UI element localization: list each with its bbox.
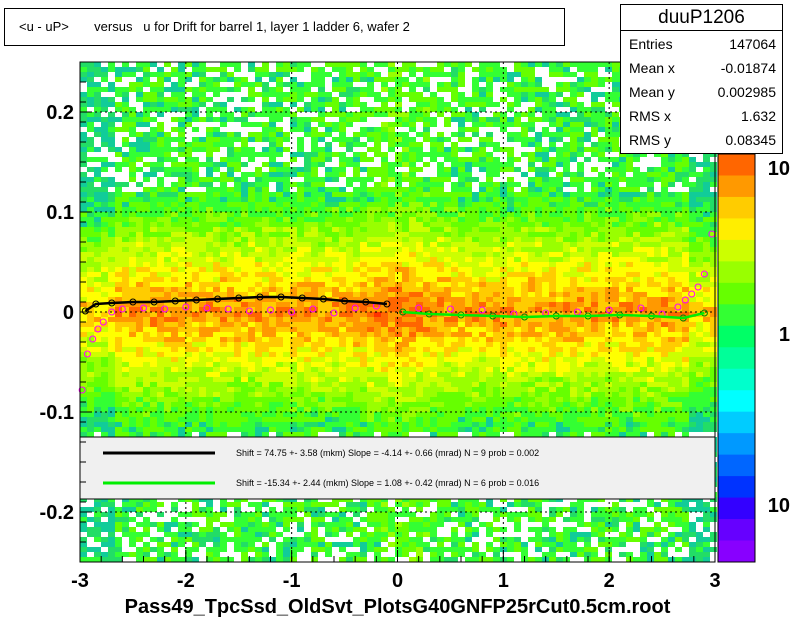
magenta-point (478, 306, 486, 314)
x-tick-label: 2 (604, 570, 615, 592)
magenta-point (118, 305, 126, 313)
colorbar-segment (718, 304, 755, 327)
stats-title: duuP1206 (621, 5, 782, 31)
magenta-point (309, 305, 317, 313)
x-tick-label: -1 (283, 570, 301, 592)
magenta-point (245, 307, 253, 315)
colorbar-label: 10 (768, 158, 790, 180)
colorbar-segment (718, 411, 755, 434)
magenta-point (83, 350, 91, 358)
colorbar-segment (718, 175, 755, 198)
magenta-point (94, 325, 102, 333)
x-tick-label: 3 (709, 570, 720, 592)
stats-row-rms-x: RMS x 1.632 (621, 105, 782, 129)
y-tick-label: 0.2 (46, 102, 74, 124)
stat-label: Mean x (629, 60, 675, 76)
magenta-point (288, 308, 296, 316)
legend-entry: Shift = -15.34 +- 2.44 (mkm) Slope = 1.0… (236, 478, 539, 488)
stat-value: 0.002985 (717, 84, 776, 100)
stat-label: Entries (629, 36, 673, 52)
footer-filename: Pass49_TpcSsd_OldSvt_PlotsG40GNFP25rCut0… (124, 596, 671, 618)
magenta-point (99, 318, 107, 326)
y-tick-label: 0 (63, 302, 74, 324)
stat-label: Mean y (629, 84, 675, 100)
colorbar-segment (718, 347, 755, 370)
colorbar-frame (717, 153, 756, 563)
stat-value: 0.08345 (725, 132, 776, 148)
magenta-point (224, 305, 232, 313)
colorbar-segment (718, 218, 755, 241)
colorbar-segment (718, 368, 755, 391)
stats-row-mean-x: Mean x -0.01874 (621, 57, 782, 81)
magenta-point (674, 303, 682, 311)
y-tick-label: 0.1 (46, 202, 74, 224)
x-tick-label: 1 (498, 570, 509, 592)
colorbar-segment (718, 239, 755, 262)
x-tick-label: 0 (392, 570, 403, 592)
black-point (81, 307, 89, 315)
stats-row-rms-y: RMS y 0.08345 (621, 129, 782, 153)
magenta-point (267, 306, 274, 314)
stats-row-entries: Entries 147064 (621, 33, 782, 57)
colorbar-segment (718, 261, 755, 284)
stat-label: RMS x (629, 108, 671, 124)
magenta-point (700, 270, 708, 278)
magenta-point (688, 290, 696, 298)
y-tick-label: -0.1 (40, 402, 74, 424)
stat-value: 147064 (729, 36, 776, 52)
x-tick-label: -2 (177, 570, 195, 592)
title-box: <u - uP> versus u for Drift for barrel 1… (4, 8, 565, 46)
plot-title: <u - uP> versus u for Drift for barrel 1… (19, 19, 410, 34)
legend-entry: Shift = 74.75 +- 3.58 (mkm) Slope = -4.1… (236, 448, 539, 458)
magenta-point (108, 308, 116, 316)
colorbar-segment (718, 476, 755, 499)
magenta-point (182, 303, 190, 311)
stat-value: -0.01874 (720, 60, 776, 76)
magenta-point (637, 304, 645, 312)
magenta-point (351, 304, 359, 312)
y-tick-label: -0.2 (40, 502, 74, 524)
magenta-point (78, 386, 86, 394)
stat-label: RMS y (629, 132, 671, 148)
stats-box: duuP1206 Entries 147064 Mean x -0.01874 … (620, 4, 783, 154)
legend-box (79, 436, 716, 500)
green-fit-line (402, 310, 705, 320)
x-tick-label: -3 (71, 570, 89, 592)
magenta-point (446, 305, 454, 313)
magenta-point (415, 304, 423, 312)
colorbar-segment (718, 433, 755, 456)
stat-value: 1.632 (740, 108, 776, 124)
colorbar-segment (718, 540, 755, 563)
stats-row-mean-y: Mean y 0.002985 (621, 81, 782, 105)
colorbar-segment (718, 282, 755, 305)
colorbar-segment (718, 519, 755, 542)
colorbar-segment (718, 390, 755, 413)
magenta-point (161, 305, 169, 313)
colorbar-segment (718, 454, 755, 477)
black-fit-line (84, 295, 388, 313)
magenta-point (330, 309, 338, 317)
magenta-point (694, 283, 702, 291)
magenta-point (140, 304, 147, 312)
magenta-point (681, 296, 689, 304)
magenta-point (605, 306, 613, 314)
colorbar-segment (718, 497, 755, 520)
colorbar-segment (718, 325, 755, 348)
magenta-point (89, 335, 97, 343)
magenta-point (203, 304, 211, 312)
colorbar-segment (718, 154, 755, 176)
colorbar-label: 1 (779, 324, 790, 346)
colorbar-segment (718, 196, 755, 219)
colorbar-label: 10 (768, 495, 790, 517)
